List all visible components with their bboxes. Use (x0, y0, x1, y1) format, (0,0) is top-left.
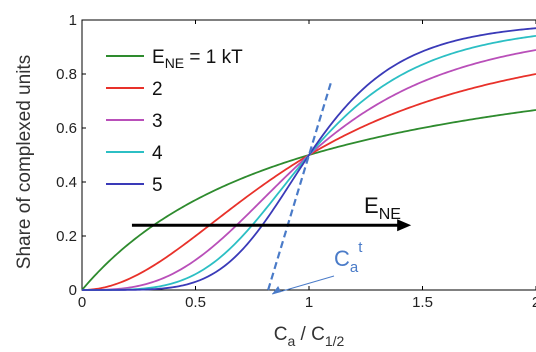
tangent-pointer-line (272, 275, 335, 295)
x-tick-label-3: 1.5 (412, 294, 433, 311)
legend-label-3: 3 (152, 111, 163, 132)
arrow-head (397, 219, 412, 232)
series-line-1 (81, 109, 536, 291)
x-axis-label-sep: / C (295, 324, 325, 345)
axis-ticks: 0 0.5 1 1.5 2 0 0.2 0.4 0.6 0.8 1 (56, 12, 536, 311)
legend-label-1: ENE = 1 kT (152, 47, 243, 71)
x-axis-label-sub-b: 1/2 (325, 333, 345, 349)
tangent-pointer-head (272, 286, 282, 294)
series-line-2 (81, 73, 536, 291)
arrow-label-main: E (364, 193, 379, 218)
tangent-label: Cat (334, 239, 363, 276)
plot-area (81, 19, 536, 291)
legend-label-2: 2 (152, 79, 163, 100)
plot-frame (81, 19, 536, 291)
tangent-dashed-line (267, 79, 333, 291)
y-tick-label-1: 0.2 (56, 228, 77, 245)
y-tick-label-2: 0.4 (56, 174, 77, 191)
legend-label-4: 4 (152, 143, 163, 164)
arrow-label: ENE (364, 193, 401, 223)
series-line-5 (82, 27, 536, 291)
x-tick-label-0: 0 (78, 294, 86, 311)
y-axis-label: Share of complexed units (14, 55, 35, 269)
legend: ENE = 1 kT 2 3 4 5 (106, 47, 243, 196)
x-axis-label: Ca / C1/2 (274, 324, 345, 349)
y-tick-label-5: 1 (69, 12, 77, 29)
y-tick-label-4: 0.8 (56, 66, 77, 83)
legend-label-sub: NE (165, 55, 184, 71)
x-axis-label-main: C (274, 324, 288, 345)
tangent-label-sup: t (358, 239, 363, 256)
legend-label-5: 5 (152, 175, 163, 196)
legend-label-suffix: = 1 kT (184, 47, 243, 68)
x-tick-label-2: 1 (305, 294, 313, 311)
x-axis-label-sub-a: a (287, 333, 295, 349)
y-tick-label-0: 0 (69, 282, 77, 299)
x-tick-label-1: 0.5 (185, 294, 206, 311)
series-line-4 (82, 34, 536, 291)
y-tick-label-3: 0.6 (56, 120, 77, 137)
series-line-3 (82, 49, 536, 291)
x-tick-label-4: 2 (532, 294, 536, 311)
tangent-label-main: C (334, 246, 350, 271)
tangent-label-sub: a (350, 259, 359, 276)
arrow-label-sub: NE (379, 206, 401, 223)
legend-label-main: E (152, 47, 165, 68)
